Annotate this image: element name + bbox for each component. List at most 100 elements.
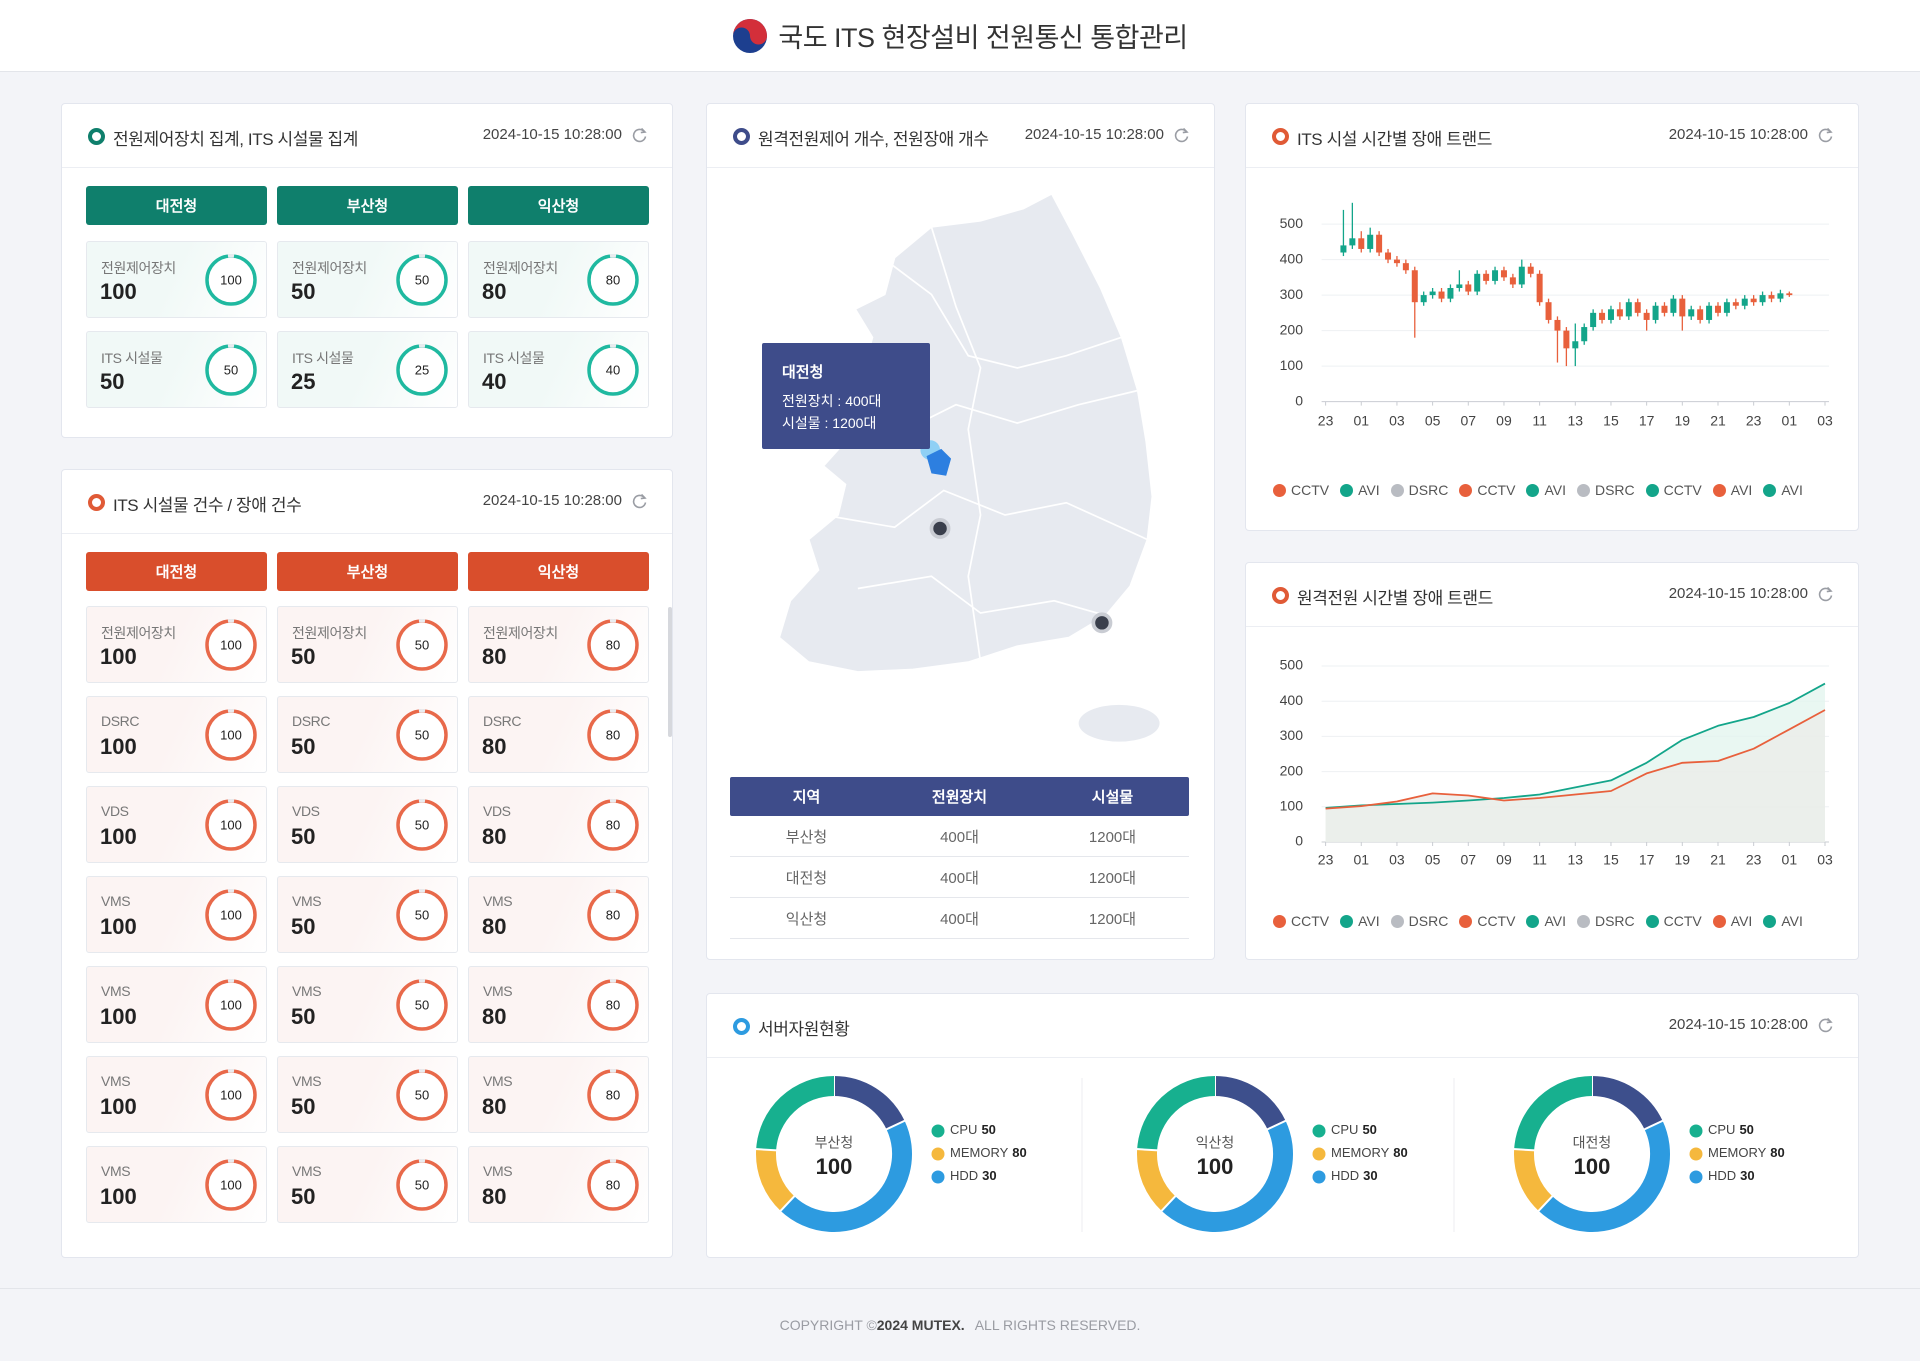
card-label: VMS bbox=[292, 1163, 321, 1179]
x-tick-label: 03 bbox=[1389, 412, 1405, 428]
card-value: 50 bbox=[291, 914, 315, 940]
gauge: 80 bbox=[583, 615, 643, 675]
candle-body bbox=[1447, 288, 1453, 299]
legend-marker bbox=[1459, 484, 1472, 497]
refresh-icon[interactable] bbox=[631, 127, 648, 144]
table-cell: 대전청 bbox=[730, 867, 883, 888]
x-tick-label: 21 bbox=[1710, 412, 1726, 428]
y-tick-label: 0 bbox=[1295, 833, 1303, 849]
candle-body bbox=[1777, 293, 1783, 298]
legend-label: MEMORY bbox=[1708, 1145, 1767, 1160]
table-cell: 부산청 bbox=[730, 826, 883, 847]
x-tick-label: 23 bbox=[1746, 412, 1762, 428]
y-tick-label: 400 bbox=[1280, 692, 1304, 708]
candle-body bbox=[1474, 274, 1480, 292]
card-label: 전원제어장치 bbox=[483, 623, 558, 643]
legend-label: DSRC bbox=[1409, 913, 1449, 929]
gauge-value: 50 bbox=[415, 907, 429, 922]
candle-body bbox=[1644, 313, 1650, 320]
legend-label: HDD bbox=[950, 1168, 978, 1183]
column-header: 대전청 bbox=[86, 186, 267, 225]
table-cell: 400대 bbox=[883, 826, 1036, 847]
candle-body bbox=[1465, 284, 1471, 291]
gauge-value: 100 bbox=[220, 907, 242, 922]
gauge-value: 25 bbox=[415, 362, 429, 377]
candle-body bbox=[1554, 320, 1560, 331]
candle-body bbox=[1760, 295, 1766, 302]
legend-item: AVI bbox=[1763, 913, 1803, 929]
legend-marker bbox=[1313, 1125, 1326, 1138]
timestamp: 2024-10-15 10:28:00 bbox=[483, 492, 622, 509]
card-label: VDS bbox=[483, 803, 511, 819]
candle-body bbox=[1528, 267, 1534, 274]
candle-body bbox=[1483, 274, 1489, 281]
card-label: VMS bbox=[101, 893, 130, 909]
legend-label: HDD bbox=[1331, 1168, 1359, 1183]
segment-gap bbox=[755, 1149, 777, 1150]
table-cell: 400대 bbox=[883, 867, 1036, 888]
card-label: VMS bbox=[101, 1163, 130, 1179]
footer-text: ALL RIGHTS RESERVED. bbox=[975, 1317, 1141, 1333]
column-header: 익산청 bbox=[468, 186, 649, 225]
donut-segment bbox=[1147, 1150, 1168, 1204]
candle-body bbox=[1501, 270, 1507, 277]
y-tick-label: 200 bbox=[1280, 762, 1304, 778]
tooltip-line: 시설물 : 1200대 bbox=[782, 412, 910, 434]
candle-body bbox=[1349, 238, 1355, 245]
map-island bbox=[1079, 705, 1160, 742]
legend-label: CCTV bbox=[1291, 913, 1329, 929]
legend-marker bbox=[1713, 915, 1726, 928]
legend-item: AVI bbox=[1713, 913, 1753, 929]
card-label: ITS 시설물 bbox=[292, 348, 354, 368]
legend-item: AVI bbox=[1340, 913, 1380, 929]
candle-body bbox=[1697, 309, 1703, 320]
legend-label: AVI bbox=[1781, 482, 1803, 498]
candle-body bbox=[1439, 292, 1445, 299]
x-tick-label: 15 bbox=[1603, 852, 1619, 868]
refresh-icon[interactable] bbox=[1173, 127, 1190, 144]
legend-item: AVI bbox=[1340, 482, 1380, 498]
x-tick-label: 01 bbox=[1353, 412, 1369, 428]
y-tick-label: 500 bbox=[1280, 657, 1304, 673]
card-value: 40 bbox=[482, 369, 506, 395]
candle-body bbox=[1385, 253, 1391, 260]
legend-value: 80 bbox=[1393, 1145, 1407, 1160]
refresh-icon[interactable] bbox=[1817, 1017, 1834, 1034]
gauge: 100 bbox=[201, 615, 261, 675]
gauge: 100 bbox=[201, 885, 261, 945]
page-title: 국도 ITS 현장설비 전원통신 통합관리 bbox=[778, 16, 1187, 55]
gauge: 80 bbox=[583, 705, 643, 765]
x-tick-label: 23 bbox=[1318, 852, 1334, 868]
card-value: 100 bbox=[100, 1004, 137, 1030]
legend-marker bbox=[932, 1171, 945, 1184]
refresh-icon[interactable] bbox=[631, 493, 648, 510]
donut-name: 익산청 bbox=[1196, 1135, 1235, 1151]
candle-body bbox=[1510, 277, 1516, 284]
column-header: 대전청 bbox=[86, 552, 267, 591]
card-label: 전원제어장치 bbox=[292, 258, 367, 278]
gauge: 80 bbox=[583, 795, 643, 855]
card-value: 100 bbox=[100, 1184, 137, 1210]
gauge: 50 bbox=[392, 615, 452, 675]
candle-body bbox=[1751, 299, 1757, 303]
x-tick-label: 23 bbox=[1746, 852, 1762, 868]
legend-marker bbox=[1646, 915, 1659, 928]
card-value: 50 bbox=[291, 1184, 315, 1210]
gauge-value: 50 bbox=[415, 272, 429, 287]
